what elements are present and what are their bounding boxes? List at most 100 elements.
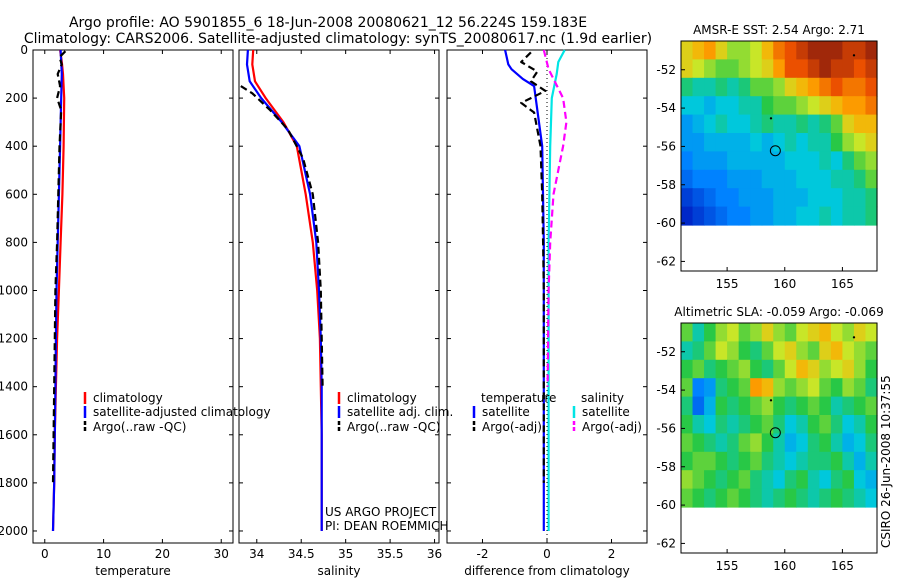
sst_map-cell <box>704 96 717 116</box>
sla_map-cell <box>830 359 844 379</box>
sla_map-cell <box>865 341 878 361</box>
sla_map-cell <box>738 323 751 342</box>
sst_map-cell <box>750 188 763 208</box>
sst_map-cell <box>830 96 844 116</box>
sla_map-cell <box>727 433 740 453</box>
sst_map-cell <box>761 188 774 208</box>
sla_map-cell <box>842 433 855 453</box>
difference-axes-frame <box>446 49 648 544</box>
sst_map-cell <box>715 169 728 189</box>
sst_map-cell <box>692 96 705 116</box>
sla_map-cell <box>784 396 797 416</box>
sst_map-cell <box>830 114 844 134</box>
sla_map-cell <box>865 488 878 508</box>
salinity-xtick-label: 34.5 <box>288 547 315 561</box>
sst_map-cell <box>773 206 786 226</box>
sla_map-cell <box>750 378 763 398</box>
sst_map-cell <box>830 133 844 152</box>
sla_map-cell <box>796 488 809 508</box>
sla_map-cell <box>773 378 786 398</box>
temperature-panel: 0 10 20 30 0 200 400 600 800 1000 1200 1400 1600 1800… <box>0 43 271 578</box>
sla_map-cell <box>715 488 728 508</box>
sst_map-ytick-label: -58 <box>656 178 676 192</box>
sst_map-cell <box>681 41 694 60</box>
sla_map-cell <box>853 433 867 453</box>
temperature-ytick-label: 0 <box>20 43 28 57</box>
sst_map-cell <box>819 133 832 152</box>
sst_map-cell <box>727 59 740 79</box>
temperature-series-argo-line <box>51 50 67 483</box>
sla_map-cell <box>692 359 705 379</box>
temperature-ytick-label: 400 <box>5 139 28 153</box>
sst_map-cell <box>692 206 705 226</box>
difference-series-salinity_argo-line <box>542 49 568 387</box>
sst_map-cell <box>865 206 878 226</box>
sla_map-cell <box>704 488 717 508</box>
sla_map-cell <box>830 451 844 471</box>
sla_map-cell <box>704 470 717 490</box>
sla_map-cell <box>715 451 728 471</box>
sla_map-cell <box>842 378 855 398</box>
sst_map-cell <box>819 169 832 189</box>
temperature-ytick-label: 600 <box>5 187 28 201</box>
sst_map-cell <box>715 188 728 208</box>
sla_map-cell <box>842 470 855 490</box>
sla_map-cell <box>750 433 763 453</box>
sla_map-cell <box>727 470 740 490</box>
sla_map-cell <box>704 359 717 379</box>
sla_map-cell <box>727 396 740 416</box>
sla_map-cell <box>819 470 832 490</box>
sla_map-cell <box>692 433 705 453</box>
sla_map-cell <box>853 470 867 490</box>
sst_map-cell <box>865 169 878 189</box>
sla_map-cell <box>761 396 774 416</box>
sst_map-cell <box>853 206 867 226</box>
sla_map-cell <box>727 341 740 361</box>
sla_map-cell <box>842 359 855 379</box>
sst_map-cell <box>796 133 809 152</box>
sla_map-cell <box>681 433 694 453</box>
sst_map-cell <box>773 41 786 60</box>
temperature-ytick-label: 800 <box>5 235 28 249</box>
sst_map-cell <box>727 77 740 97</box>
sla_map-cell <box>704 323 717 342</box>
sst_map-cell <box>750 114 763 134</box>
sst_map-cell <box>738 151 751 171</box>
sst_map-cell <box>715 77 728 97</box>
sst_map-cell <box>773 188 786 208</box>
difference-xtick-label: -2 <box>476 547 488 561</box>
sla_map-cell <box>715 415 728 434</box>
sla_map-cell <box>761 341 774 361</box>
sla_map-cell <box>796 470 809 490</box>
sla_map-cell <box>738 470 751 490</box>
sla_map-cell <box>681 415 694 434</box>
sst_map-float-mark-a: • <box>852 51 857 60</box>
sst_map-cell <box>853 188 867 208</box>
sla_map-cell <box>715 470 728 490</box>
sst_map-panel: AMSR-E SST: 2.54 Argo: 2.71 155 160 165 -52 -… <box>656 23 878 291</box>
sst_map-cell <box>750 59 763 79</box>
sst_map-cell <box>830 77 844 97</box>
sla_map-cell <box>784 433 797 453</box>
salinity-xtick-label: 35.5 <box>377 547 404 561</box>
temperature-ytick-label: 2000 <box>0 524 28 538</box>
sst_map-cell <box>738 169 751 189</box>
sla_map-cell <box>842 341 855 361</box>
sla_map-cell <box>865 323 878 342</box>
sla_map-cell <box>704 341 717 361</box>
sla_map-ytick-label: -60 <box>656 498 676 512</box>
sla_map-cell <box>761 415 774 434</box>
sst_map-ytick-label: -54 <box>656 101 676 115</box>
project-credit-line2: PI: DEAN ROEMMICH <box>325 519 448 533</box>
sst_map-cell <box>796 59 809 79</box>
sla_map-cell <box>681 359 694 379</box>
sla_map-cell <box>750 341 763 361</box>
sla_map-cell <box>738 396 751 416</box>
sla_map-cell <box>830 415 844 434</box>
sla_map-cell <box>784 359 797 379</box>
sst_map-cell <box>681 114 694 134</box>
sst_map-cell <box>784 59 797 79</box>
sla_map-cell <box>773 488 786 508</box>
difference-series-salinity_satellite-line <box>547 49 566 531</box>
sla_map-cell <box>773 359 786 379</box>
